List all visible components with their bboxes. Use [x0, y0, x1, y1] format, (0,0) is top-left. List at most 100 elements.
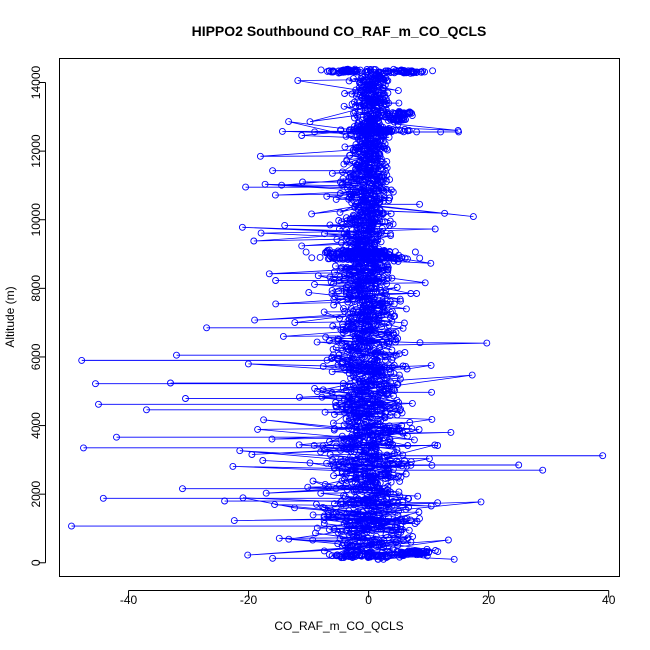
data-point: [353, 426, 361, 434]
data-point: [355, 165, 363, 173]
data-point: [427, 361, 435, 369]
data-point: [361, 149, 369, 157]
data-point: [369, 219, 377, 227]
data-point: [327, 278, 335, 286]
data-point: [399, 451, 407, 459]
data-point: [342, 132, 350, 140]
data-point: [400, 319, 408, 327]
data-point: [367, 272, 375, 280]
data-point: [279, 332, 287, 340]
data-point: [407, 461, 415, 469]
data-point: [330, 472, 338, 480]
data-point: [387, 232, 395, 240]
plot-frame: [59, 58, 620, 577]
data-point: [395, 488, 403, 496]
data-point: [404, 534, 412, 542]
data-point: [326, 337, 333, 345]
data-point: [356, 270, 364, 278]
data-point: [368, 104, 376, 112]
data-point: [379, 89, 387, 97]
data-point: [343, 230, 351, 238]
data-point: [343, 469, 350, 477]
data-point: [483, 339, 491, 347]
data-point: [383, 275, 391, 283]
data-point: [348, 458, 356, 466]
data-point: [296, 393, 303, 401]
data-point: [308, 210, 316, 218]
x-tick-label: 20: [482, 593, 496, 607]
data-point: [382, 291, 390, 299]
data-point: [354, 508, 362, 515]
data-point: [371, 369, 379, 377]
data-point: [374, 397, 382, 405]
data-point: [385, 365, 393, 372]
data-point: [391, 387, 399, 395]
data-point: [365, 272, 373, 280]
data-point: [346, 399, 354, 407]
data-point: [428, 388, 436, 396]
data-point: [346, 151, 354, 159]
data-point: [380, 93, 388, 101]
data-point: [271, 191, 279, 199]
data-point: [375, 381, 383, 389]
data-point: [388, 356, 396, 364]
data-point: [337, 126, 344, 134]
data-point: [383, 329, 391, 337]
data-point: [395, 425, 403, 433]
data-point: [379, 540, 387, 548]
data-point: [377, 145, 385, 153]
data-point: [382, 286, 390, 294]
data-point: [393, 283, 401, 291]
data-point: [366, 118, 374, 126]
data-point: [390, 370, 398, 377]
data-point: [329, 67, 337, 75]
data-point: [441, 209, 449, 217]
data-point: [364, 497, 372, 505]
data-point: [345, 392, 353, 400]
data-point: [405, 495, 413, 503]
data-point: [361, 196, 369, 204]
data-point: [331, 293, 339, 301]
data-point: [346, 190, 354, 198]
data-point: [358, 87, 366, 95]
data-point: [377, 516, 385, 523]
data-point: [355, 280, 363, 288]
data-point: [360, 360, 368, 368]
data-point: [359, 116, 367, 124]
data-point: [399, 498, 407, 506]
data-point: [329, 456, 337, 464]
data-point: [379, 303, 387, 311]
data-point: [269, 554, 277, 562]
data-point: [348, 90, 356, 98]
data-point: [328, 286, 336, 294]
data-point: [350, 369, 358, 377]
data-point: [370, 168, 378, 176]
data-point: [336, 208, 344, 216]
data-point: [345, 507, 353, 515]
data-point: [331, 500, 338, 508]
data-point: [351, 254, 359, 262]
data-point: [339, 168, 346, 176]
data-point: [382, 167, 390, 175]
data-point: [355, 135, 362, 143]
data-point: [352, 472, 360, 480]
data-point: [350, 501, 358, 509]
data-point: [365, 429, 373, 437]
data-point: [366, 379, 374, 387]
data-point: [428, 415, 436, 423]
data-point: [321, 408, 329, 416]
data-point: [330, 525, 338, 533]
data-point: [320, 308, 328, 316]
data-point: [368, 215, 376, 223]
data-point: [356, 79, 363, 87]
data-point: [272, 277, 280, 284]
data-point: [376, 472, 384, 480]
data-point: [370, 274, 378, 282]
data-point: [99, 494, 107, 502]
data-point: [320, 513, 328, 521]
data-point: [332, 442, 340, 450]
data-point: [339, 380, 347, 388]
data-point: [367, 255, 375, 263]
data-point: [382, 352, 390, 360]
data-point: [360, 219, 368, 227]
